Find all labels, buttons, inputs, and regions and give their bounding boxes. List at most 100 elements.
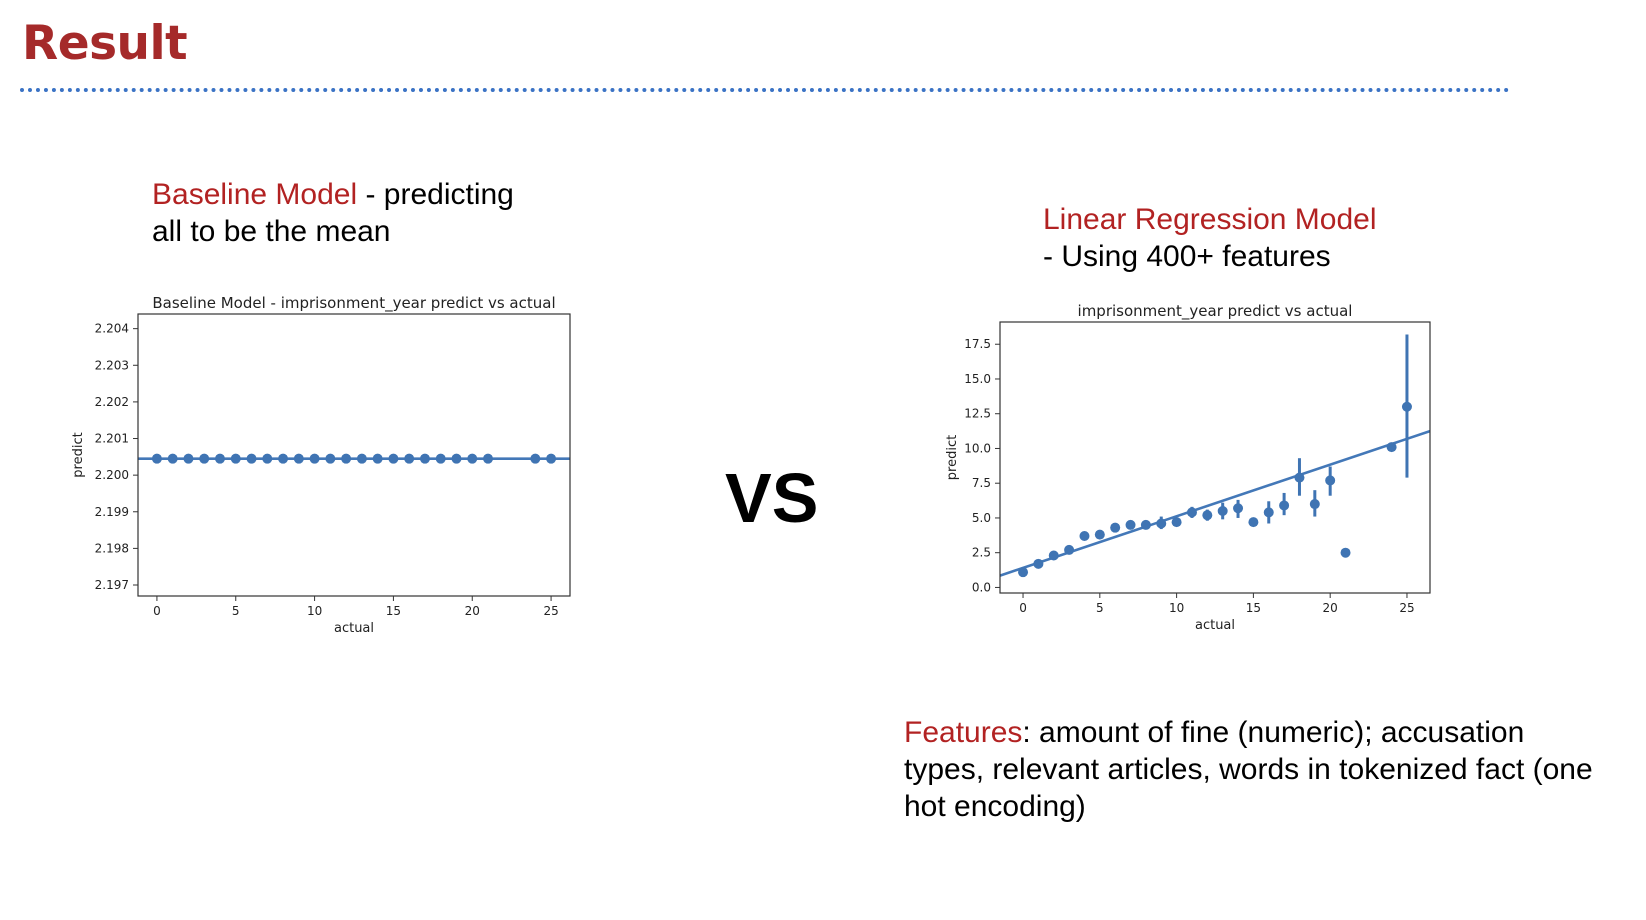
x-tick-label: 15: [1246, 601, 1261, 615]
baseline-caption-text: - predicting all to be the mean: [152, 178, 514, 248]
data-point: [183, 453, 194, 464]
data-point: [199, 453, 210, 464]
y-tick-label: 2.199: [95, 505, 129, 519]
baseline-caption-accent: Baseline Model: [152, 178, 358, 211]
chart-title: Baseline Model - imprisonment_year predi…: [152, 294, 555, 313]
data-point: [483, 453, 494, 464]
data-point: [309, 453, 320, 464]
data-point: [1094, 529, 1105, 540]
data-point: [214, 453, 225, 464]
data-point: [372, 453, 383, 464]
features-caption-text: : amount of fine (numeric); accusation t…: [904, 716, 1593, 823]
data-point: [1202, 510, 1213, 521]
data-point: [262, 453, 273, 464]
data-point: [246, 453, 257, 464]
linreg-chart: imprisonment_year predict vs actual 0 5 10 1…: [945, 302, 1431, 633]
y-tick-label: 15.0: [964, 372, 991, 386]
y-tick-label: 5.0: [972, 511, 991, 525]
data-point: [341, 453, 352, 464]
linreg-caption-text: - Using 400+ features: [1043, 240, 1331, 273]
data-point: [1171, 517, 1182, 528]
plot-frame: [999, 321, 1431, 594]
y-tick-label: 2.200: [95, 468, 129, 482]
x-axis-label: actual: [1195, 618, 1235, 633]
x-tick-label: 0: [1019, 601, 1027, 615]
y-tick-label: 2.203: [95, 358, 129, 372]
y-axis-label: predict: [945, 435, 960, 480]
data-point: [1309, 499, 1320, 510]
baseline-caption: Baseline Model - predicting all to be th…: [152, 176, 532, 250]
data-point: [167, 453, 178, 464]
data-point: [293, 453, 304, 464]
plot-area: [138, 453, 570, 464]
data-point: [1248, 517, 1259, 528]
data-point: [1110, 522, 1121, 533]
data-point: [419, 453, 430, 464]
x-tick-label: 0: [153, 604, 161, 618]
data-point: [1125, 519, 1136, 530]
features-caption: Features: amount of fine (numeric); accu…: [904, 714, 1604, 825]
data-point: [435, 453, 446, 464]
y-tick-label: 10.0: [964, 441, 991, 455]
data-point: [1294, 472, 1305, 483]
slide-title: Result: [22, 16, 188, 71]
title-divider: [20, 88, 1510, 92]
data-point: [151, 453, 162, 464]
x-tick-label: 20: [1323, 601, 1338, 615]
features-caption-accent: Features: [904, 716, 1023, 749]
data-point: [325, 453, 336, 464]
data-point: [1079, 531, 1090, 542]
data-point: [1186, 507, 1197, 518]
data-point: [1064, 544, 1075, 555]
data-point: [1140, 519, 1151, 530]
data-point: [1325, 475, 1336, 486]
x-tick-label: 5: [232, 604, 240, 618]
data-point: [546, 453, 557, 464]
x-tick-label: 20: [465, 604, 480, 618]
data-point: [1279, 500, 1290, 511]
data-point: [404, 453, 415, 464]
baseline-chart: Baseline Model - imprisonment_year predi…: [71, 294, 571, 636]
chart-title: imprisonment_year predict vs actual: [1078, 302, 1353, 321]
data-point: [1217, 506, 1228, 517]
linreg-caption-accent: Linear Regression Model: [1043, 203, 1377, 236]
y-tick-label: 2.201: [95, 432, 129, 446]
y-tick-label: 2.204: [95, 322, 129, 336]
x-tick-label: 25: [543, 604, 558, 618]
data-point: [1340, 547, 1351, 558]
x-tick-label: 25: [1399, 601, 1414, 615]
data-point: [356, 453, 367, 464]
plot-frame: [137, 313, 571, 597]
y-tick-label: 0.0: [972, 580, 991, 594]
y-tick-label: 2.5: [972, 546, 991, 560]
data-point: [451, 453, 462, 464]
x-tick-label: 10: [1169, 601, 1184, 615]
data-point: [388, 453, 399, 464]
data-point: [1033, 558, 1044, 569]
data-point: [1156, 518, 1167, 529]
data-point: [467, 453, 478, 464]
y-tick-label: 2.202: [95, 395, 129, 409]
data-point: [530, 453, 541, 464]
vs-label: VS: [725, 459, 819, 537]
data-point: [1048, 550, 1059, 561]
x-tick-label: 15: [386, 604, 401, 618]
x-tick-label: 10: [307, 604, 322, 618]
plot-area: [1000, 334, 1430, 578]
x-axis-label: actual: [334, 621, 374, 636]
y-tick-label: 2.198: [95, 541, 129, 555]
y-tick-label: 7.5: [972, 476, 991, 490]
data-point: [278, 453, 289, 464]
y-tick-label: 12.5: [964, 407, 991, 421]
data-point: [1401, 401, 1412, 412]
x-tick-label: 5: [1096, 601, 1104, 615]
data-point: [1263, 507, 1274, 518]
data-point: [1386, 442, 1397, 453]
y-tick-label: 2.197: [95, 578, 129, 592]
data-point: [1233, 503, 1244, 514]
y-axis-label: predict: [71, 432, 86, 477]
data-point: [230, 453, 241, 464]
y-tick-label: 17.5: [964, 337, 991, 351]
data-point: [1018, 567, 1029, 578]
fit-line: [1000, 429, 1430, 577]
